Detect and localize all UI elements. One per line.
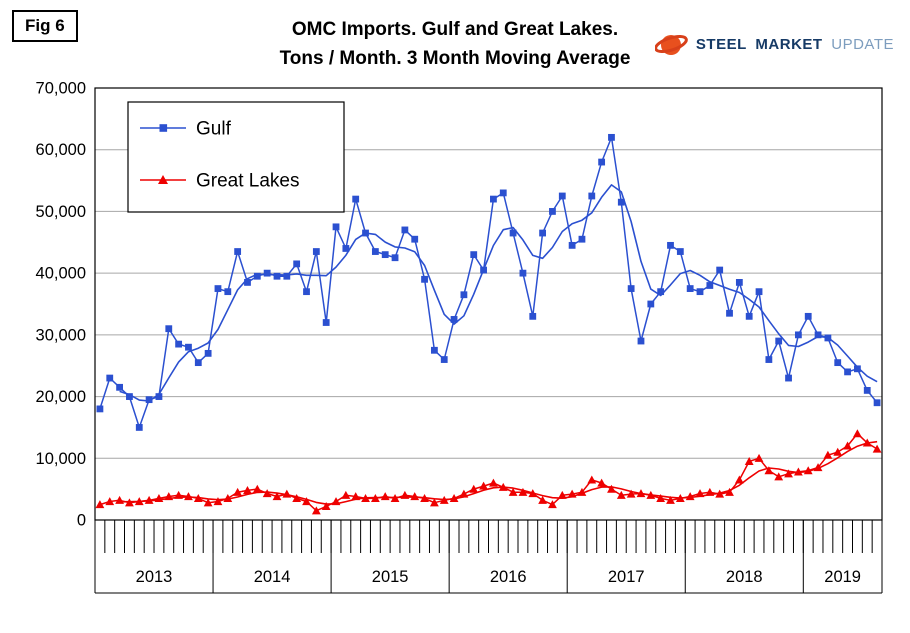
x-axis: 2013 2014 2015 2016 2017 2018 2019 (94, 520, 883, 594)
gulf-moving-average-line (119, 184, 878, 402)
logo-update: UPDATE (831, 35, 894, 53)
gulf-series-line (99, 136, 878, 429)
svg-text:40,000: 40,000 (36, 265, 86, 283)
svg-text:10,000: 10,000 (36, 450, 86, 468)
logo-market: MARKET (755, 35, 823, 53)
page-title: OMC Imports. Gulf and Great Lakes. Tons … (110, 16, 800, 73)
year-label-2016: 2016 (490, 568, 527, 586)
logo-words: STEEL MARKET UPDATE (696, 36, 894, 53)
svg-text:60,000: 60,000 (36, 141, 86, 159)
svg-text:0: 0 (77, 512, 86, 530)
year-label-2017: 2017 (608, 568, 645, 586)
chart-title-line1: OMC Imports. Gulf and Great Lakes. (291, 19, 619, 40)
logo-steel: STEEL (695, 35, 747, 53)
steel-market-update-logo: STEEL MARKET UPDATE (654, 26, 894, 62)
year-label-2019: 2019 (824, 568, 861, 586)
great-lakes-moving-average-line (119, 440, 878, 505)
smu-globe-icon (654, 34, 688, 55)
chart-title-line2: Tons / Month. 3 Month Moving Average (279, 47, 631, 69)
legend-label-gulf: Gulf (196, 119, 232, 140)
great-lakes-markers (95, 429, 882, 515)
figure-label: Fig 6 (12, 10, 78, 42)
year-label-2013: 2013 (136, 568, 173, 586)
chart-area: 0 10,000 20,000 30,000 40,000 50,000 60,000 70,… (0, 80, 910, 622)
y-axis-labels: 0 10,000 20,000 30,000 40,000 50,000 60,000 70,… (36, 80, 86, 530)
svg-text:70,000: 70,000 (36, 80, 86, 98)
svg-text:30,000: 30,000 (36, 326, 86, 344)
legend: Gulf Great Lakes (127, 101, 345, 213)
year-label-2014: 2014 (254, 568, 291, 586)
svg-text:50,000: 50,000 (36, 203, 86, 221)
gulf-markers (96, 133, 881, 431)
year-label-2018: 2018 (726, 568, 763, 586)
chart-canvas: 0 10,000 20,000 30,000 40,000 50,000 60,000 70,… (36, 80, 883, 594)
year-label-2015: 2015 (372, 568, 409, 586)
svg-text:20,000: 20,000 (36, 388, 86, 406)
legend-label-great-lakes: Great Lakes (196, 171, 300, 192)
